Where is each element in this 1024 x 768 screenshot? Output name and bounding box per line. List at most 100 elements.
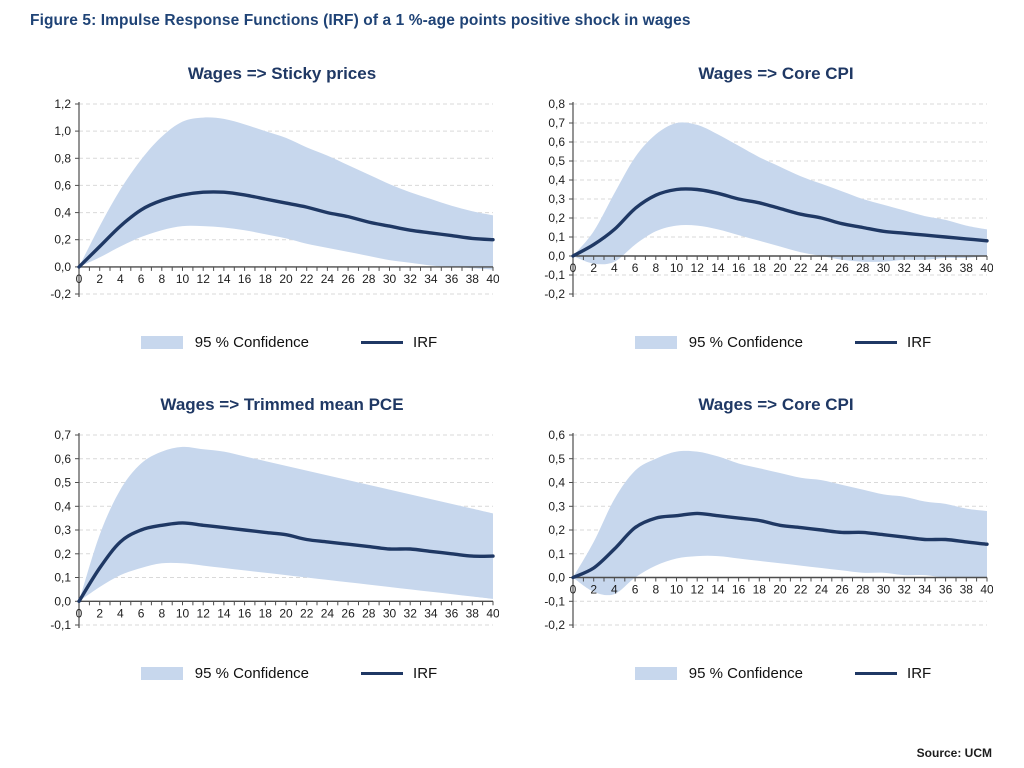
svg-text:20: 20 [773,583,787,597]
irf-line [77,190,495,269]
svg-text:30: 30 [877,261,891,275]
chart-title: Wages => Core CPI [698,64,854,83]
svg-text:18: 18 [259,606,273,620]
confidence-band-area [79,117,493,270]
svg-text:24: 24 [815,261,829,275]
svg-text:12: 12 [197,606,211,620]
svg-text:12: 12 [197,272,211,286]
svg-text:4: 4 [611,583,618,597]
svg-text:0,2: 0,2 [54,233,71,247]
svg-text:36: 36 [939,583,953,597]
svg-text:0,8: 0,8 [548,98,565,111]
svg-text:10: 10 [670,261,684,275]
confidence-band-area [79,446,493,602]
svg-text:20: 20 [279,272,293,286]
svg-text:38: 38 [960,261,974,275]
svg-text:36: 36 [445,272,459,286]
svg-text:0,1: 0,1 [548,230,565,244]
svg-text:26: 26 [835,583,849,597]
svg-text:22: 22 [300,606,314,620]
svg-text:0,2: 0,2 [548,523,565,537]
confidence-band-area [573,450,987,596]
svg-text:16: 16 [238,606,252,620]
svg-text:2: 2 [590,583,597,597]
svg-text:38: 38 [466,606,480,620]
svg-text:24: 24 [321,606,335,620]
confidence-band-swatch [634,667,677,680]
svg-text:8: 8 [652,261,659,275]
x-tick-labels: 0 2 4 6 8 10 12 14 16 18 20 22 24 26 28 30 32 34 36 38 40 [76,272,499,286]
irf-legend-label: IRF [907,334,932,351]
svg-text:40: 40 [980,261,993,275]
svg-text:8: 8 [158,606,165,620]
chart-panel-sticky-prices: Wages => Sticky prices 1,2 1,0 0,8 0,6 0,4 0,… [22,64,516,351]
svg-text:14: 14 [711,261,725,275]
svg-text:0,3: 0,3 [548,192,565,206]
svg-text:0,2: 0,2 [548,211,565,225]
svg-text:8: 8 [158,272,165,286]
svg-text:32: 32 [404,272,418,286]
confidence-legend-label: 95 % Confidence [688,665,804,682]
svg-text:0,4: 0,4 [548,476,565,490]
chart-legend: 95 % Confidence IRF [140,334,437,351]
svg-text:32: 32 [898,261,912,275]
svg-text:0: 0 [570,583,577,597]
svg-text:12: 12 [691,583,705,597]
svg-text:0,0: 0,0 [54,260,71,274]
irf-chart-core-cpi-bottom: 0,60,50,40,30,20,10,0-0,1-0,20 2 4 6 8 10 12 14… [544,429,993,632]
svg-text:32: 32 [404,606,418,620]
svg-text:30: 30 [877,583,891,597]
svg-text:0,4: 0,4 [54,499,71,513]
svg-text:30: 30 [383,606,397,620]
svg-text:0: 0 [76,606,83,620]
chart-legend: 95 % Confidence IRF [634,665,932,682]
y-tick-labels: 0,8 0,7 0,6 0,5 0,4 0,3 0,2 0,1 0,0 -0,1 -0,2 [544,98,565,301]
svg-text:28: 28 [362,272,376,286]
svg-text:10: 10 [670,583,684,597]
confidence-band-area [573,122,987,265]
chart-title: Wages => Sticky prices [187,64,377,83]
svg-text:40: 40 [980,583,993,597]
svg-text:6: 6 [138,606,145,620]
irf-line [571,511,989,580]
svg-text:20: 20 [279,606,293,620]
svg-text:34: 34 [424,272,438,286]
svg-text:4: 4 [117,606,124,620]
svg-text:0,0: 0,0 [54,594,71,608]
svg-text:-0,1: -0,1 [50,618,71,632]
svg-text:24: 24 [815,583,829,597]
svg-text:6: 6 [632,261,639,275]
svg-text:34: 34 [424,606,438,620]
svg-text:28: 28 [856,583,870,597]
chart-legend: 95 % Confidence IRF [634,334,932,351]
svg-text:28: 28 [856,261,870,275]
svg-text:-0,1: -0,1 [544,594,565,608]
chart-title: Wages => Core CPI [698,395,854,414]
svg-text:12: 12 [691,261,705,275]
svg-text:2: 2 [590,261,597,275]
axes [75,433,494,628]
svg-text:0: 0 [570,261,577,275]
svg-text:0,5: 0,5 [54,476,71,490]
irf-legend-label: IRF [907,665,932,682]
svg-text:4: 4 [611,261,618,275]
svg-text:2: 2 [96,272,103,286]
svg-text:0,6: 0,6 [54,452,71,466]
svg-text:26: 26 [341,272,355,286]
svg-text:34: 34 [918,261,932,275]
chart-panel-core-cpi-bottom: Wages => Core CPI 0,6 0,5 0,4 0,3 0,2 0,1 0,0 -… [516,395,1010,682]
svg-text:38: 38 [466,272,480,286]
irf-line-swatch [855,671,898,676]
svg-text:16: 16 [238,272,252,286]
svg-text:16: 16 [732,583,746,597]
axes [75,102,494,297]
svg-text:40: 40 [486,606,499,620]
svg-text:0,0: 0,0 [548,571,565,585]
irf-legend-label: IRF [413,665,438,682]
svg-text:0,6: 0,6 [54,178,71,192]
charts-grid: Wages => Sticky prices 1,2 1,0 0,8 0,6 0,4 0,… [22,64,1024,682]
confidence-legend-label: 95 % Confidence [688,334,804,351]
svg-text:0,4: 0,4 [548,173,565,187]
svg-text:14: 14 [711,583,725,597]
svg-text:14: 14 [217,606,231,620]
